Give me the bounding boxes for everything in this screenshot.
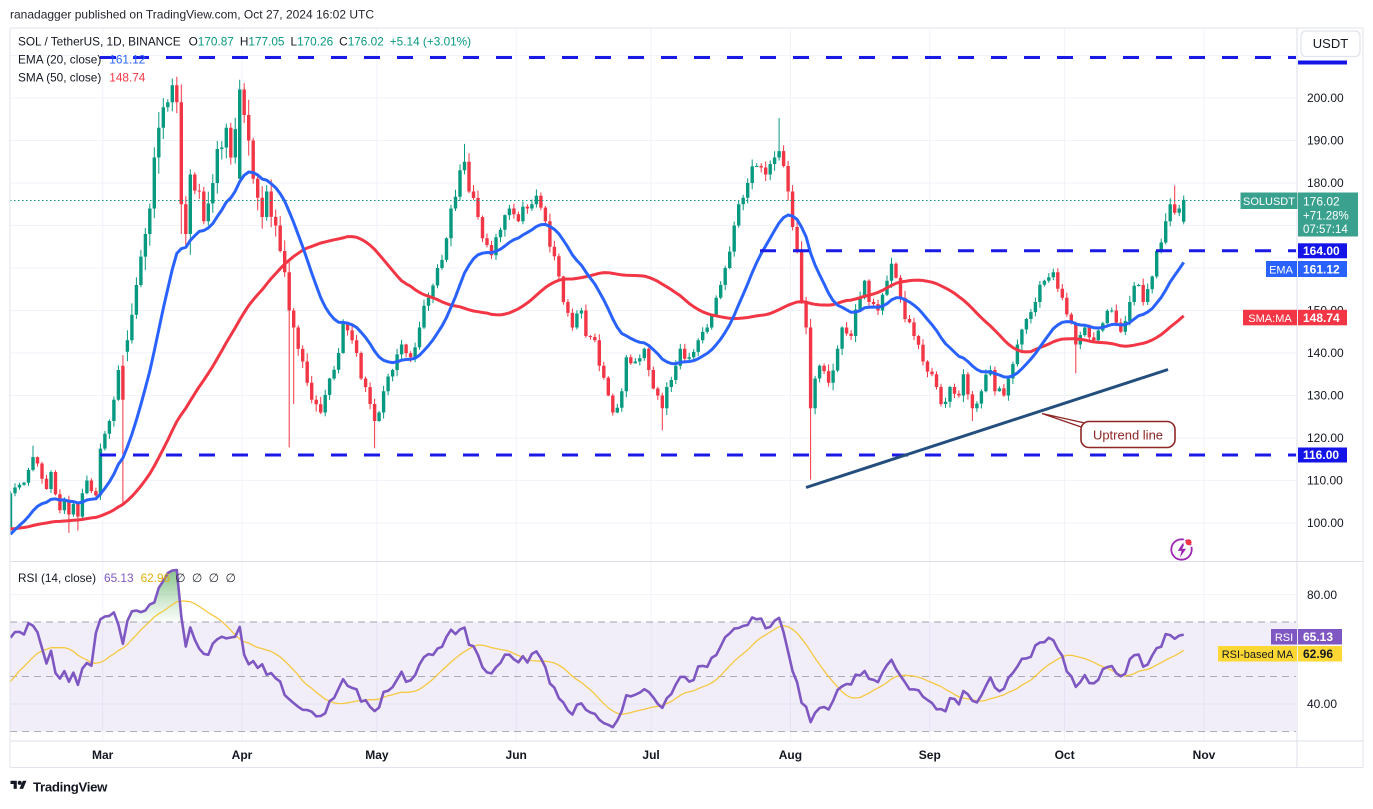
svg-text:148.74: 148.74 <box>1303 311 1340 325</box>
svg-text:EMA (20, close)161.12: EMA (20, close) 161.12 <box>18 53 145 67</box>
svg-text:190.00: 190.00 <box>1307 134 1344 148</box>
svg-text:Nov: Nov <box>1193 748 1216 762</box>
svg-text:SOLUSDT: SOLUSDT <box>1243 196 1295 208</box>
svg-text:180.00: 180.00 <box>1307 176 1344 190</box>
svg-text:+71.28%: +71.28% <box>1303 211 1349 223</box>
svg-text:161.12: 161.12 <box>1303 262 1340 276</box>
svg-text:200.00: 200.00 <box>1307 91 1344 105</box>
svg-text:140.00: 140.00 <box>1307 346 1344 360</box>
svg-text:SMA:MA: SMA:MA <box>1248 313 1292 325</box>
svg-text:USDT: USDT <box>1313 36 1348 51</box>
svg-text:Jul: Jul <box>642 748 659 762</box>
svg-text:110.00: 110.00 <box>1307 474 1343 488</box>
svg-text:Aug: Aug <box>779 748 802 762</box>
svg-text:SMA (50, close)148.74: SMA (50, close) 148.74 <box>18 71 146 85</box>
svg-text:May: May <box>365 748 389 762</box>
svg-text:130.00: 130.00 <box>1307 389 1344 403</box>
svg-text:EMA: EMA <box>1269 264 1294 276</box>
svg-text:TradingView: TradingView <box>33 780 108 795</box>
svg-text:Mar: Mar <box>92 748 114 762</box>
svg-text:Oct: Oct <box>1055 748 1075 762</box>
svg-text:116.00: 116.00 <box>1303 448 1339 462</box>
svg-text:65.13: 65.13 <box>1303 630 1333 644</box>
svg-text:RSI: RSI <box>1275 632 1293 644</box>
svg-text:176.02: 176.02 <box>1303 195 1340 209</box>
svg-text:80.00: 80.00 <box>1307 588 1337 602</box>
svg-text:ranadagger published on Tradin: ranadagger published on TradingView.com,… <box>10 8 374 22</box>
svg-text:Uptrend line: Uptrend line <box>1093 428 1163 443</box>
svg-text:Apr: Apr <box>232 748 253 762</box>
svg-text:62.96: 62.96 <box>1303 647 1333 661</box>
svg-text:Jun: Jun <box>506 748 527 762</box>
svg-text:Sep: Sep <box>919 748 941 762</box>
svg-text:164.00: 164.00 <box>1303 244 1340 258</box>
svg-text:120.00: 120.00 <box>1307 431 1344 445</box>
svg-text:40.00: 40.00 <box>1307 697 1337 711</box>
svg-text:100.00: 100.00 <box>1307 516 1344 530</box>
svg-text:07:57:14: 07:57:14 <box>1303 224 1348 236</box>
svg-text:RSI-based MA: RSI-based MA <box>1222 649 1294 661</box>
